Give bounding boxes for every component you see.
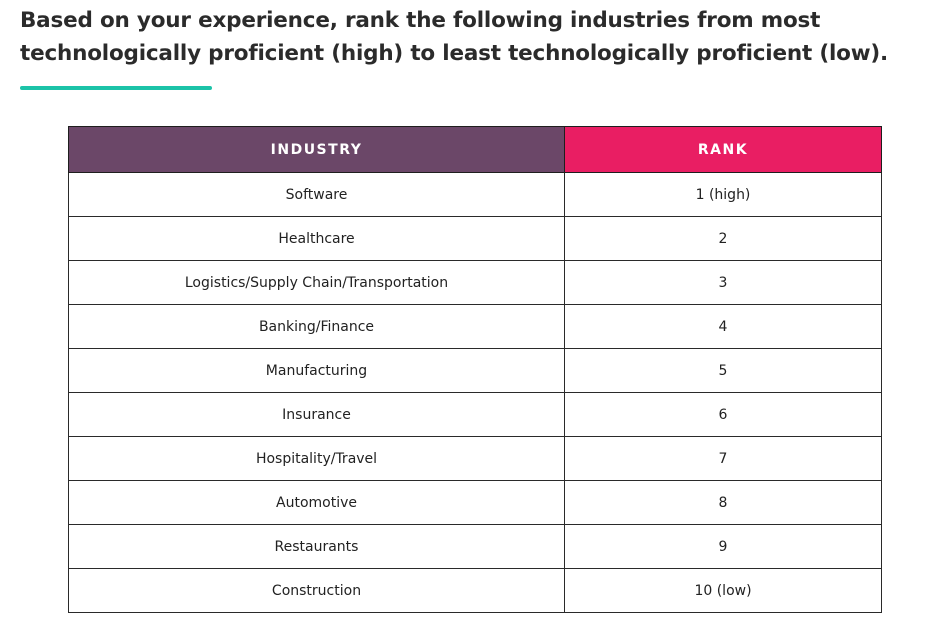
industry-cell: Software — [68, 172, 565, 217]
industry-column-header: INDUSTRY — [68, 126, 565, 173]
rank-cell: 10 (low) — [564, 568, 882, 613]
rank-cell: 7 — [564, 436, 882, 481]
rank-cell: 8 — [564, 480, 882, 525]
rank-column-header: RANK — [564, 126, 882, 173]
accent-underline — [20, 86, 212, 90]
table-row: Automotive 8 — [68, 480, 882, 525]
table-row: Manufacturing 5 — [68, 348, 882, 393]
industry-cell: Hospitality/Travel — [68, 436, 565, 481]
rank-cell: 3 — [564, 260, 882, 305]
industry-cell: Construction — [68, 568, 565, 613]
table-row: Software 1 (high) — [68, 172, 882, 217]
industry-cell: Banking/Finance — [68, 304, 565, 349]
question-heading: Based on your experience, rank the follo… — [20, 8, 888, 66]
rank-cell: 5 — [564, 348, 882, 393]
rank-cell: 4 — [564, 304, 882, 349]
rank-cell: 1 (high) — [564, 172, 882, 217]
industry-cell: Manufacturing — [68, 348, 565, 393]
industry-cell: Automotive — [68, 480, 565, 525]
industry-cell: Healthcare — [68, 216, 565, 261]
rank-cell: 2 — [564, 216, 882, 261]
table-header-row: INDUSTRY RANK — [68, 126, 882, 173]
table-row: Construction 10 (low) — [68, 568, 882, 613]
rank-cell: 9 — [564, 524, 882, 569]
table-row: Healthcare 2 — [68, 216, 882, 261]
table-row: Hospitality/Travel 7 — [68, 436, 882, 481]
table-row: Insurance 6 — [68, 392, 882, 437]
rank-cell: 6 — [564, 392, 882, 437]
industry-cell: Restaurants — [68, 524, 565, 569]
table-body: Software 1 (high) Healthcare 2 Logistics/Sup… — [68, 172, 882, 613]
table-row: Logistics/Supply Chain/Transportation 3 — [68, 260, 882, 305]
table-row: Banking/Finance 4 — [68, 304, 882, 349]
industry-cell: Insurance — [68, 392, 565, 437]
table-row: Restaurants 9 — [68, 524, 882, 569]
industry-cell: Logistics/Supply Chain/Transportation — [68, 260, 565, 305]
industry-rank-table: INDUSTRY RANK Software 1 (high) Healthcare… — [68, 126, 882, 613]
